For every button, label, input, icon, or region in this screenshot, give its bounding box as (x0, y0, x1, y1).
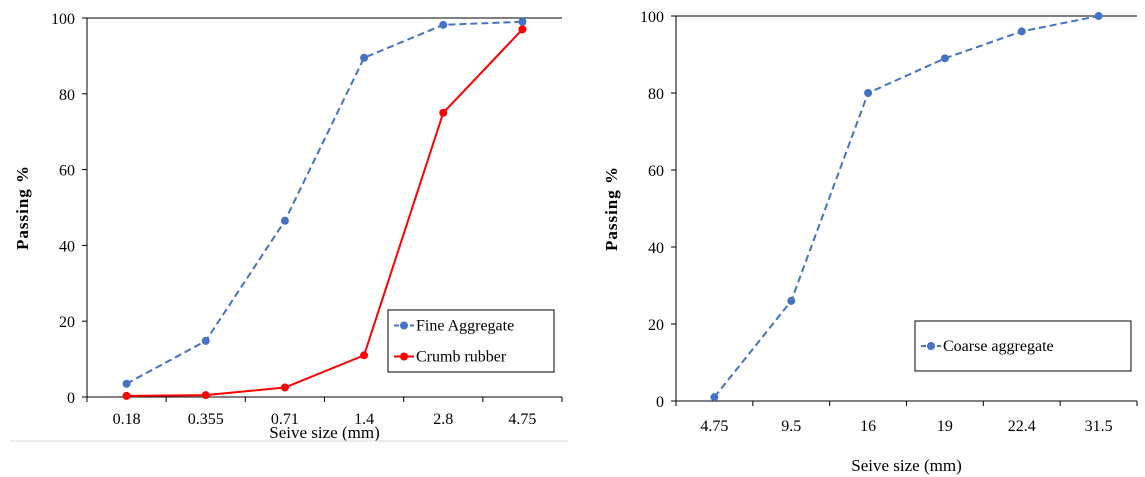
x-tick-label: 0.71 (271, 411, 299, 428)
y-tick-label: 60 (648, 163, 664, 180)
y-tick-label: 40 (59, 238, 75, 255)
data-point (787, 296, 796, 305)
legend-label: Crumb rubber (416, 349, 507, 366)
data-point (360, 351, 369, 360)
x-tick-label: 0.18 (113, 411, 141, 428)
x-tick-label: 4.75 (700, 418, 728, 435)
series-line-1 (126, 20, 523, 385)
legend-swatch-marker (400, 321, 408, 330)
x-tick-label: 31.5 (1085, 418, 1113, 435)
legend: Fine Aggregate Crumb rubber (387, 309, 555, 373)
x-tick-label: 1.4 (354, 411, 374, 428)
data-point (439, 20, 448, 29)
y-tick-label: 0 (656, 394, 664, 411)
y-tick-label: 100 (51, 11, 75, 28)
legend-box (914, 320, 1132, 372)
y-tick-label: 80 (59, 87, 75, 104)
y-axis-title: Passing % (602, 166, 621, 251)
data-point (1017, 27, 1026, 36)
x-tick-label: 4.75 (508, 411, 536, 428)
legend-box (387, 309, 555, 373)
x-tick-label: 16 (860, 418, 876, 435)
data-point (280, 383, 289, 392)
data-point (201, 336, 210, 345)
data-point (1094, 12, 1103, 20)
y-axis-title: Passing % (13, 165, 32, 250)
data-point (122, 391, 131, 400)
x-tick-label: 19 (937, 418, 953, 435)
y-tick-label: 20 (648, 317, 664, 334)
legend-swatch-marker (927, 342, 935, 350)
legend-label: Coarse aggregate (943, 338, 1054, 355)
x-tick-label: 2.8 (433, 411, 453, 428)
x-axis-title: Seive size (mm) (851, 456, 961, 475)
data-point (280, 216, 289, 225)
data-point (201, 391, 210, 400)
data-point (940, 54, 949, 63)
x-tick-label: 0.355 (188, 411, 224, 428)
y-tick-label: 100 (640, 9, 664, 26)
data-point (710, 393, 719, 402)
y-tick-label: 80 (648, 86, 664, 103)
y-tick-label: 40 (648, 240, 664, 257)
x-tick-label: 22.4 (1008, 418, 1036, 435)
data-point (518, 17, 527, 26)
x-tick-label: 9.5 (781, 418, 801, 435)
y-tick-label: 20 (59, 314, 75, 331)
chart-1: 0 20 40 60 80 100 0.18 0.355 0.71 1.4 2.8 4.75 Seive… (10, 11, 568, 442)
y-tick-label: 0 (67, 390, 75, 407)
chart-2: 0 20 40 60 80 100 4.75 9.5 16 19 22.4 31.5 Seive siz… (602, 9, 1138, 475)
series-line-2 (126, 28, 524, 397)
data-point (360, 53, 369, 62)
legend-swatch-marker (400, 352, 408, 361)
series-line-1 (713, 15, 1099, 398)
legend-label: Fine Aggregate (416, 318, 514, 335)
data-point (518, 25, 527, 34)
legend: Coarse aggregate (914, 320, 1132, 372)
y-tick-label: 60 (59, 163, 75, 180)
data-point (439, 108, 448, 117)
x-axis-title: Seive size (mm) (269, 423, 379, 442)
data-point (864, 89, 873, 97)
data-point (122, 379, 131, 388)
